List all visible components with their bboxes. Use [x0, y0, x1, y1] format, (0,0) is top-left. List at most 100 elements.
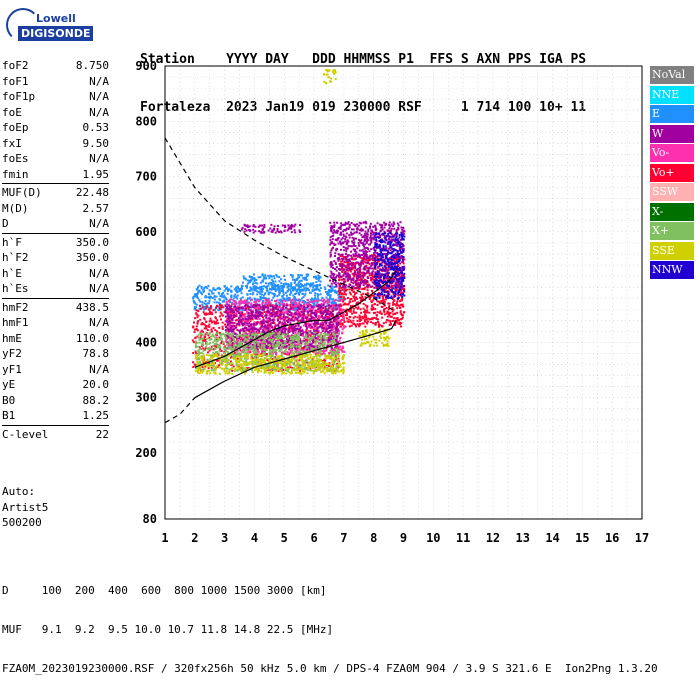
echo-point [361, 254, 363, 256]
echo-point [384, 308, 386, 310]
echo-point [223, 300, 225, 302]
echo-point [379, 302, 381, 304]
echo-point [208, 300, 210, 302]
echo-point [304, 308, 306, 310]
echo-point [401, 298, 403, 300]
echo-point [338, 285, 340, 287]
echo-point [265, 302, 267, 304]
echo-point [322, 317, 324, 319]
echo-point [230, 314, 232, 316]
echo-point [211, 290, 213, 292]
echo-point [351, 289, 353, 291]
echo-point [349, 292, 351, 294]
echo-point [374, 312, 376, 314]
echo-point [348, 265, 350, 267]
echo-point [363, 308, 365, 310]
echo-point [192, 325, 194, 327]
echo-point [327, 298, 329, 300]
echo-point [372, 275, 374, 277]
echo-point [202, 289, 204, 291]
echo-point [300, 286, 302, 288]
echo-point [248, 325, 250, 327]
echo-point [341, 293, 343, 295]
echo-point [281, 330, 283, 332]
echo-point [262, 309, 264, 311]
echo-point [242, 323, 244, 325]
echo-point [343, 234, 345, 236]
echo-point [349, 278, 351, 280]
echo-point [285, 310, 287, 312]
echo-point [354, 298, 356, 300]
echo-point [290, 301, 292, 303]
echo-point [326, 297, 328, 299]
echo-point [267, 299, 269, 301]
echo-point [337, 347, 339, 349]
echo-point [260, 306, 262, 308]
echo-point [334, 300, 336, 302]
echo-point [325, 322, 327, 324]
echo-point [390, 286, 392, 288]
echo-point [365, 304, 367, 306]
echo-point [337, 299, 339, 301]
echo-point [346, 317, 348, 319]
echo-point [193, 322, 195, 324]
echo-point [309, 324, 311, 326]
echo-point [310, 343, 312, 345]
echo-point [267, 327, 269, 329]
echo-point [348, 234, 350, 236]
echo-point [338, 275, 340, 277]
echo-point [242, 328, 244, 330]
echo-point [225, 316, 227, 318]
echo-point [251, 317, 253, 319]
echo-point [197, 329, 199, 331]
echo-point [283, 314, 285, 316]
echo-point [282, 300, 284, 302]
echo-point [334, 268, 336, 270]
echo-point [328, 353, 330, 355]
echo-point [267, 275, 269, 277]
echo-point [360, 263, 362, 265]
echo-point [343, 351, 345, 353]
echo-point [344, 238, 346, 240]
echo-point [229, 311, 231, 313]
echo-point [400, 313, 402, 315]
echo-point [372, 234, 374, 236]
echo-point [208, 296, 210, 298]
echo-point [345, 286, 347, 288]
echo-point [268, 277, 270, 279]
echo-point [337, 328, 339, 330]
echo-point [215, 317, 217, 319]
echo-point [259, 314, 261, 316]
echo-point [256, 293, 258, 295]
echo-point [224, 286, 226, 288]
echo-point [321, 307, 323, 309]
echo-point [333, 222, 335, 224]
echo-point [297, 309, 299, 311]
echo-point [338, 287, 340, 289]
echo-point [359, 323, 361, 325]
echo-point [305, 293, 307, 295]
echo-point [341, 299, 343, 301]
echo-point [230, 285, 232, 287]
echo-point [383, 222, 385, 224]
echo-point [323, 299, 325, 301]
echo-point [260, 291, 262, 293]
echo-point [334, 290, 336, 292]
echo-point [197, 323, 199, 325]
echo-point [229, 305, 231, 307]
echo-point [354, 316, 356, 318]
echo-point [402, 227, 404, 229]
echo-point [399, 262, 401, 264]
echo-point [267, 321, 269, 323]
echo-point [308, 348, 310, 350]
echo-point [336, 308, 338, 310]
echo-point [250, 303, 252, 305]
echo-point [214, 295, 216, 297]
echo-point [297, 274, 299, 276]
echo-point [319, 316, 321, 318]
echo-point [348, 254, 350, 256]
echo-point [226, 320, 228, 322]
echo-point [295, 332, 297, 334]
echo-point [278, 286, 280, 288]
